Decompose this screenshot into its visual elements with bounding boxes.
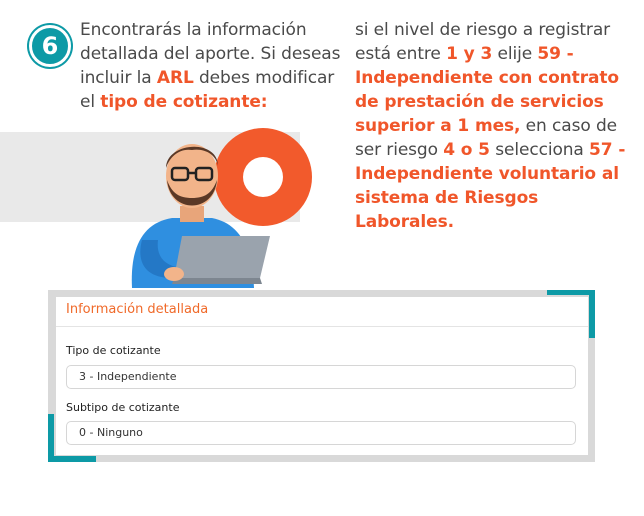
highlighted-text: 1 y 3 xyxy=(446,44,493,64)
instruction-text-run: si el nivel de riesgo a registrar está e… xyxy=(355,20,611,64)
ring-hole xyxy=(243,157,283,197)
instruction-text-left: Encontrarás la información detallada del… xyxy=(80,18,350,114)
highlighted-text: ARL xyxy=(156,68,194,88)
instruction-text-run: selecciona xyxy=(489,140,590,160)
highlighted-text: 4 o 5 xyxy=(443,140,490,160)
form-title: Información detallada xyxy=(66,302,209,317)
person-with-laptop-illustration xyxy=(131,144,270,288)
highlighted-text: tipo de cotizante: xyxy=(100,92,268,112)
tipo-cotizante-value: 3 - Independiente xyxy=(79,370,177,383)
head-shape xyxy=(166,144,218,208)
subtipo-cotizante-value: 0 - Ninguno xyxy=(79,426,143,439)
subtipo-cotizante-select[interactable]: 0 - Ninguno xyxy=(66,421,576,445)
neck-shape xyxy=(180,206,204,222)
instruction-text-run: Encontrarás la información detallada del… xyxy=(80,20,341,88)
tipo-cotizante-select[interactable]: 3 - Independiente xyxy=(66,365,576,389)
title-divider xyxy=(56,326,588,327)
accent-corner-bottom xyxy=(48,456,96,462)
instruction-text-run: debes modificar el xyxy=(80,68,335,112)
step-number: 6 xyxy=(41,32,59,60)
accent-corner-top xyxy=(547,290,595,295)
form-card: Información detallada Tipo de cotizante … xyxy=(56,297,588,455)
tipo-cotizante-label: Tipo de cotizante xyxy=(66,344,161,357)
laptop-screen xyxy=(174,236,270,278)
accent-corner-top-vertical xyxy=(589,290,595,338)
hand-shape xyxy=(164,267,184,281)
beard-shape xyxy=(167,180,217,206)
instruction-text-right: si el nivel de riesgo a registrar está e… xyxy=(355,18,640,234)
highlighted-text: 59 - Independiente con contrato de prest… xyxy=(355,44,619,136)
step-number-badge: 6 xyxy=(29,25,71,67)
instruction-text-run: elije xyxy=(492,44,538,64)
laptop-base xyxy=(172,278,262,284)
accent-corner-bottom-vertical xyxy=(48,414,54,462)
subtipo-cotizante-label: Subtipo de cotizante xyxy=(66,401,180,414)
highlighted-text: 57 - Independiente voluntario al sistema… xyxy=(355,140,626,232)
orange-ring-decoration xyxy=(214,128,312,226)
instruction-text-run: en caso de ser riesgo xyxy=(355,116,617,160)
